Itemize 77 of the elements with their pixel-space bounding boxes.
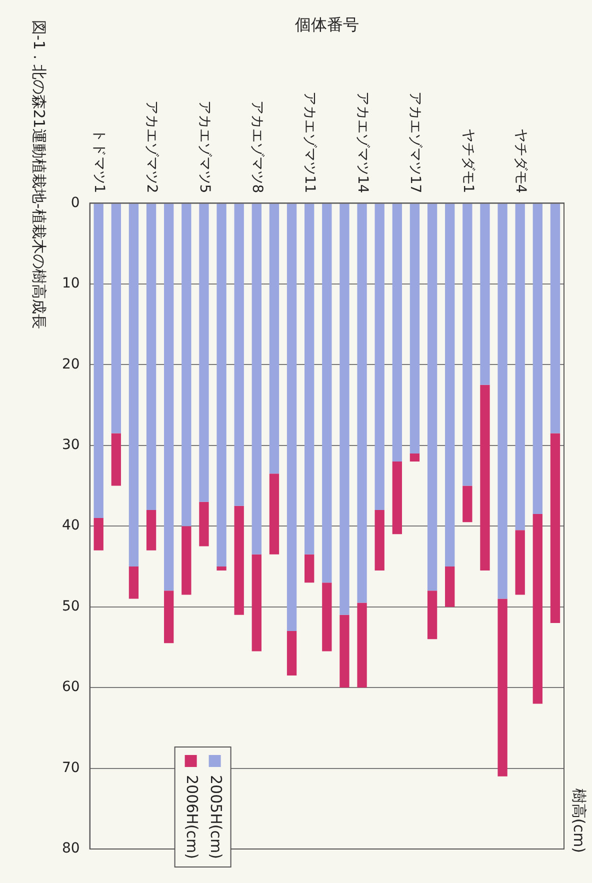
bar xyxy=(532,514,542,704)
bar xyxy=(304,554,314,583)
bar xyxy=(462,486,472,522)
bar xyxy=(462,204,472,486)
x-tick-label: アカエゾマツ2 xyxy=(144,100,160,194)
x-tick-label: アカエゾマツ14 xyxy=(354,91,370,194)
y-tick-label: 0 xyxy=(70,194,80,211)
bar xyxy=(550,204,560,434)
x-tick-label: トドマツ1 xyxy=(90,128,107,194)
legend-label: 2006H(cm) xyxy=(182,774,201,860)
bar xyxy=(128,566,139,599)
legend-label: 2005H(cm) xyxy=(206,774,225,860)
bar xyxy=(340,204,350,615)
y-tick-label: 30 xyxy=(62,437,80,454)
bar xyxy=(252,204,262,554)
bar xyxy=(498,204,508,599)
bar xyxy=(322,204,332,583)
bar xyxy=(269,474,280,554)
x-axis-title: 個体番号 xyxy=(294,14,359,34)
bar xyxy=(480,384,490,570)
bar xyxy=(498,598,508,776)
bar xyxy=(252,554,262,652)
y-tick-label: 80 xyxy=(62,840,80,857)
bar xyxy=(182,204,192,526)
y-tick-label: 50 xyxy=(62,598,80,614)
bar xyxy=(374,204,384,510)
bar xyxy=(357,602,367,688)
bar xyxy=(550,433,560,623)
y-tick-label: 60 xyxy=(62,679,80,696)
bar xyxy=(410,453,420,462)
x-tick-label: ヤチダモ4 xyxy=(512,128,528,194)
y-tick-label: 10 xyxy=(62,276,80,292)
bar xyxy=(164,204,174,591)
x-tick-label: アカエゾマツ8 xyxy=(249,100,266,194)
bar xyxy=(216,566,226,570)
bar xyxy=(445,204,455,566)
x-tick-label: アカエゾマツ5 xyxy=(196,100,212,194)
bar xyxy=(515,530,525,595)
bar xyxy=(480,204,490,385)
y-tick-label: 40 xyxy=(62,518,80,534)
bar xyxy=(94,204,104,518)
bar xyxy=(392,204,402,462)
bar xyxy=(182,526,192,595)
bar xyxy=(340,614,350,688)
bar xyxy=(199,502,209,546)
bar xyxy=(286,204,297,632)
bar xyxy=(532,204,542,514)
bar xyxy=(322,582,332,652)
bar xyxy=(146,204,156,510)
chart-title: 図-1 . 北の森21運動植栽地-植栽木の樹高成長 xyxy=(30,20,48,329)
x-tick-label: アカエゾマツ17 xyxy=(407,91,424,194)
bar xyxy=(286,631,297,676)
y-tick-label: 70 xyxy=(62,760,80,776)
bar xyxy=(410,204,420,454)
bar xyxy=(164,590,174,644)
y-tick-label: 20 xyxy=(62,356,80,372)
bar xyxy=(128,204,139,566)
bar xyxy=(216,204,226,566)
bar xyxy=(234,204,244,506)
bar xyxy=(357,204,367,603)
bar xyxy=(199,204,209,502)
bar xyxy=(304,204,314,554)
bar xyxy=(427,204,438,591)
bar xyxy=(269,204,280,474)
bar xyxy=(111,204,121,434)
x-tick-label: アカエゾマツ11 xyxy=(302,91,318,194)
bar xyxy=(234,506,244,615)
bar xyxy=(146,510,156,550)
x-tick-label: ヤチダモ1 xyxy=(460,128,476,194)
bar xyxy=(427,590,438,640)
y-axis-title: 樹高(cm) xyxy=(570,788,588,853)
bar xyxy=(515,204,525,530)
bar xyxy=(392,462,402,534)
bar xyxy=(111,433,121,486)
bar xyxy=(374,510,384,570)
bar xyxy=(445,566,455,607)
bar xyxy=(94,518,104,550)
